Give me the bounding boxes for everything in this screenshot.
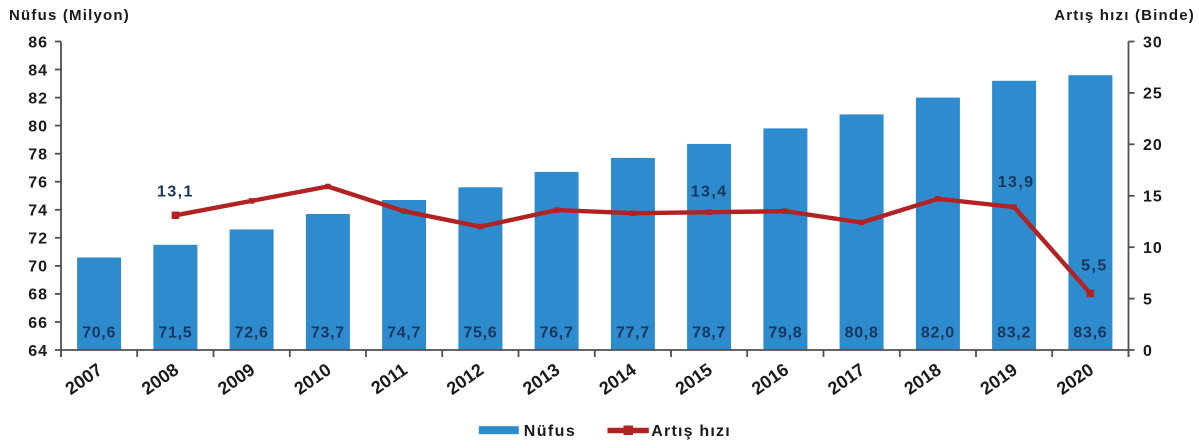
svg-text:25: 25 [1143,86,1163,103]
svg-text:86: 86 [28,34,48,51]
svg-text:15: 15 [1143,189,1163,206]
svg-text:82: 82 [28,90,48,107]
svg-text:Artış hızı (Binde): Artış hızı (Binde) [1054,7,1195,24]
svg-text:74: 74 [28,203,48,220]
svg-text:Nüfus (Milyon): Nüfus (Milyon) [9,7,130,24]
svg-text:5,5: 5,5 [1081,257,1107,274]
svg-text:74,7: 74,7 [387,325,421,342]
svg-text:10: 10 [1143,240,1163,257]
svg-text:70,6: 70,6 [82,325,116,342]
svg-text:Nüfus: Nüfus [524,423,576,440]
svg-text:82,0: 82,0 [921,325,955,342]
svg-text:84: 84 [28,62,48,79]
svg-text:80,8: 80,8 [845,325,879,342]
svg-text:76,7: 76,7 [540,325,574,342]
svg-text:20: 20 [1143,137,1163,154]
svg-text:68: 68 [28,287,48,304]
svg-text:78,7: 78,7 [692,325,726,342]
svg-text:76: 76 [28,175,48,192]
svg-text:66: 66 [28,315,48,332]
svg-text:72: 72 [28,231,48,248]
svg-text:78: 78 [28,147,48,164]
svg-text:70: 70 [28,259,48,276]
svg-text:13,4: 13,4 [691,184,728,201]
svg-text:13,9: 13,9 [998,174,1035,191]
svg-text:79,8: 79,8 [768,325,802,342]
svg-text:13,1: 13,1 [157,183,194,200]
svg-text:64: 64 [28,343,48,360]
svg-text:83,6: 83,6 [1073,325,1107,342]
svg-text:30: 30 [1143,34,1163,51]
svg-text:0: 0 [1143,343,1153,360]
svg-text:83,2: 83,2 [997,325,1031,342]
svg-text:5: 5 [1143,291,1153,308]
svg-text:72,6: 72,6 [235,325,269,342]
svg-text:80: 80 [28,118,48,135]
svg-text:75,6: 75,6 [463,325,497,342]
svg-text:73,7: 73,7 [311,325,345,342]
svg-text:77,7: 77,7 [616,325,650,342]
svg-text:71,5: 71,5 [158,325,192,342]
svg-text:Artış hızı: Artış hızı [651,423,731,440]
